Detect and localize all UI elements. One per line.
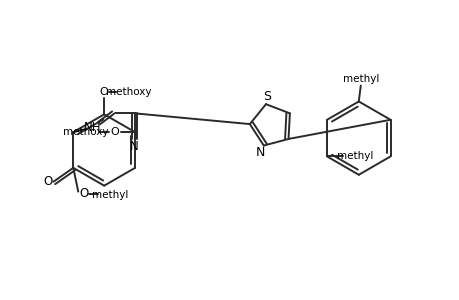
Text: methyl: methyl (336, 152, 372, 161)
Text: methoxy: methoxy (62, 127, 108, 137)
Text: methoxy: methoxy (106, 86, 151, 97)
Text: methyl: methyl (91, 190, 128, 200)
Text: O: O (79, 187, 89, 200)
Text: N: N (256, 146, 265, 159)
Text: S: S (263, 90, 270, 103)
Text: N: N (130, 140, 139, 152)
Text: O: O (100, 86, 108, 97)
Text: methyl: methyl (342, 74, 378, 84)
Text: NH: NH (84, 121, 101, 134)
Text: O: O (43, 175, 52, 188)
Text: O: O (110, 127, 118, 137)
